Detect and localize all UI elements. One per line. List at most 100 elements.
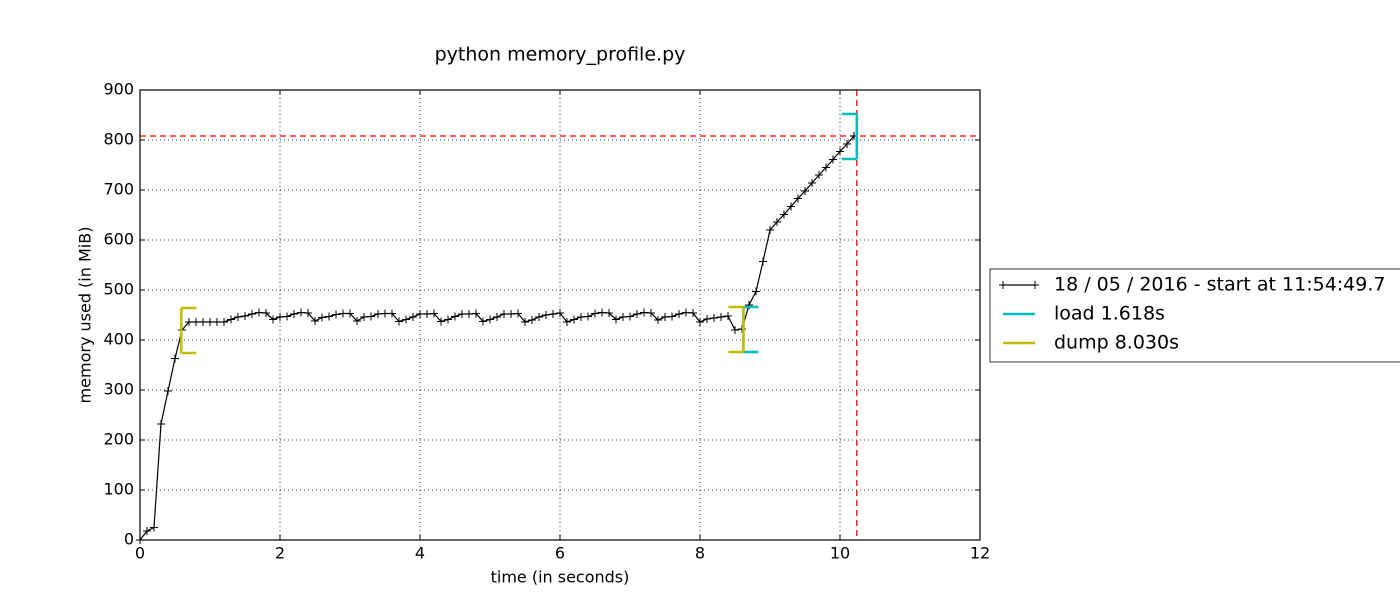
y-tick-label: 200 [103, 430, 134, 449]
legend-marker [1031, 281, 1039, 289]
x-tick-label: 2 [275, 544, 285, 563]
point-marker [647, 309, 655, 317]
y-tick-label: 600 [103, 230, 134, 249]
y-tick-label: 500 [103, 280, 134, 299]
point-marker [444, 315, 452, 324]
point-marker [759, 257, 767, 266]
y-axis-label: memory used (in MiB) [76, 227, 95, 404]
point-marker [815, 171, 823, 179]
point-marker [486, 315, 494, 324]
point-marker [248, 310, 256, 318]
point-marker [738, 325, 746, 333]
y-tick-label: 100 [103, 480, 134, 499]
point-marker [787, 202, 795, 211]
chart-title: python memory_profile.py [435, 44, 686, 66]
point-marker [465, 310, 473, 318]
point-marker [633, 310, 641, 318]
point-marker [241, 312, 249, 320]
point-marker [703, 315, 711, 323]
point-marker [591, 309, 599, 318]
y-tick-label: 0 [124, 530, 134, 549]
legend-box [989, 268, 1400, 363]
point-marker [346, 309, 354, 318]
point-marker [325, 312, 333, 321]
series-line [139, 135, 855, 541]
point-marker [612, 315, 620, 324]
point-marker [556, 309, 564, 317]
point-marker [479, 317, 487, 326]
y-tick-label: 300 [103, 380, 134, 399]
point-marker [213, 318, 221, 326]
point-marker [430, 309, 438, 318]
point-marker [766, 226, 774, 234]
plot-frame [139, 89, 981, 541]
point-marker [808, 179, 816, 187]
x-axis-label: time (in seconds) [491, 568, 630, 587]
point-marker [206, 318, 214, 326]
point-marker [171, 354, 179, 363]
point-marker [269, 315, 277, 324]
point-marker [535, 313, 543, 321]
point-marker [570, 315, 578, 324]
y-tick-label: 700 [103, 180, 134, 199]
point-marker [528, 316, 536, 324]
legend-label: load 1.618s [1054, 303, 1165, 325]
point-marker [710, 314, 718, 322]
point-marker [395, 317, 403, 326]
point-marker [381, 309, 389, 318]
point-marker [262, 309, 270, 317]
point-marker [374, 310, 382, 318]
point-marker [521, 318, 529, 326]
y-tick-label: 400 [103, 330, 134, 349]
point-marker [220, 318, 228, 326]
point-marker [542, 311, 550, 319]
point-marker [227, 315, 235, 324]
point-marker [640, 308, 648, 317]
point-marker [164, 387, 172, 395]
point-marker [577, 313, 585, 321]
point-marker [689, 309, 697, 317]
point-marker [311, 317, 319, 325]
point-marker [367, 312, 375, 321]
point-marker [724, 312, 732, 320]
point-marker [437, 317, 445, 326]
point-marker [192, 318, 200, 326]
point-marker [255, 308, 263, 317]
point-marker [339, 309, 347, 318]
point-marker [493, 313, 501, 321]
y-tick-label: 900 [103, 80, 134, 99]
point-marker [773, 218, 781, 226]
point-marker [500, 310, 508, 318]
y-tick-label: 800 [103, 130, 134, 149]
point-marker [360, 313, 368, 321]
x-tick-label: 8 [695, 544, 705, 563]
point-marker [598, 308, 606, 317]
legend-label: 18 / 05 / 2016 - start at 11:54:49.7 [1054, 274, 1386, 296]
point-marker [752, 287, 760, 296]
legend-label: dump 8.030s [1054, 332, 1179, 354]
point-marker [605, 309, 613, 317]
point-marker [472, 309, 480, 318]
x-tick-label: 0 [135, 544, 145, 563]
point-marker [283, 312, 291, 321]
point-marker [185, 318, 193, 326]
point-marker [150, 523, 158, 532]
point-marker [507, 310, 515, 318]
point-marker [297, 308, 305, 317]
point-marker [654, 316, 662, 324]
point-marker [304, 309, 312, 317]
point-marker [234, 313, 242, 321]
point-marker [584, 312, 592, 321]
point-marker [199, 318, 207, 326]
point-marker [353, 317, 361, 325]
legend-marker [999, 281, 1007, 289]
point-marker [549, 310, 557, 318]
point-marker [318, 313, 326, 322]
point-marker [388, 309, 396, 318]
point-marker [717, 313, 725, 321]
point-marker [563, 318, 571, 326]
point-marker [829, 155, 837, 164]
x-tick-label: 6 [555, 544, 565, 563]
point-marker [794, 194, 802, 203]
